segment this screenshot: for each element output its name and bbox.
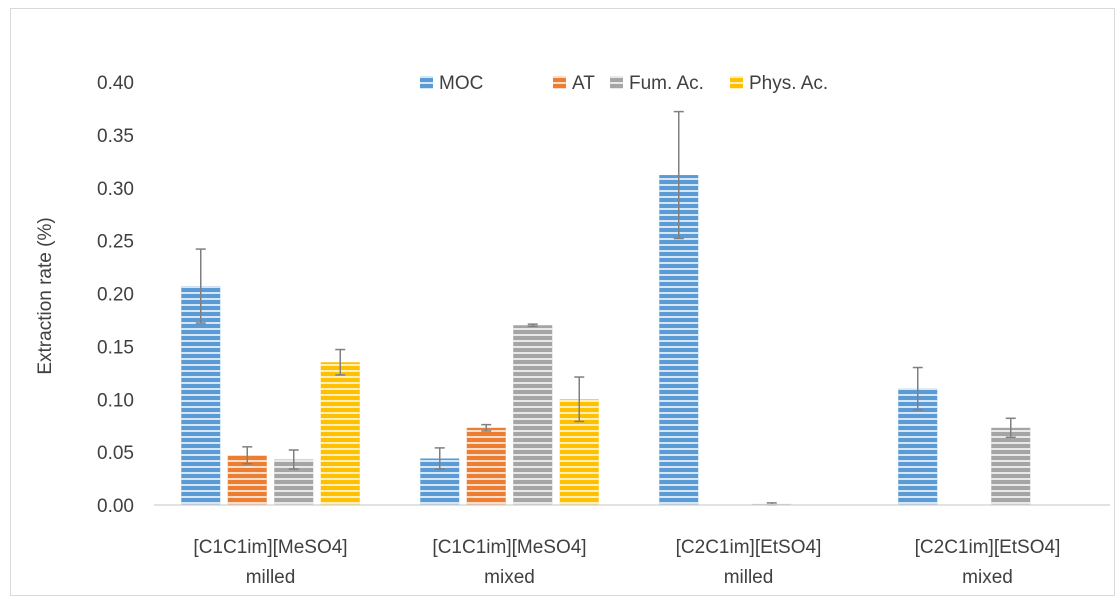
y-tick-label: 0.25 <box>97 232 134 253</box>
error-bars <box>195 110 1016 506</box>
bar-stripe-overlay <box>466 427 506 505</box>
x-tick-label: [C2C1im][EtSO4] <box>915 537 1061 558</box>
y-tick-label: 0.40 <box>97 73 134 94</box>
legend-swatch-stripes <box>553 76 566 89</box>
y-tick-label: 0.05 <box>97 443 134 464</box>
bar-stripe-overlay <box>513 325 553 505</box>
bars <box>181 175 1031 505</box>
y-tick-label: 0.35 <box>97 126 134 147</box>
legend-swatch-stripes <box>610 76 623 89</box>
y-tick-label: 0.20 <box>97 285 134 306</box>
y-axis-title: Extraction rate (%) <box>35 217 56 374</box>
legend-label: AT <box>572 73 595 94</box>
x-tick-label: milled <box>724 567 774 588</box>
legend-swatch-stripes <box>420 76 433 89</box>
bar-stripe-overlay <box>320 362 360 505</box>
y-tick-label: 0.30 <box>97 179 134 200</box>
x-tick-label: milled <box>246 567 296 588</box>
legend: MOC AT Fum. Ac. Phys. Ac. <box>420 73 828 94</box>
y-axis: 0.00 0.05 0.10 0.15 0.20 0.25 0.30 0.35 0.40 <box>97 73 134 517</box>
x-tick-label: [C2C1im][EtSO4] <box>676 537 822 558</box>
y-tick-label: 0.00 <box>97 496 134 517</box>
x-tick-label: [C1C1im][MeSO4] <box>193 537 347 558</box>
y-tick-label: 0.15 <box>97 337 134 358</box>
legend-label: Phys. Ac. <box>749 73 828 94</box>
x-tick-label: mixed <box>962 567 1013 588</box>
legend-label: Fum. Ac. <box>629 73 704 94</box>
y-tick-label: 0.10 <box>97 390 134 411</box>
legend-swatch-stripes <box>730 76 743 89</box>
x-tick-label: [C1C1im][MeSO4] <box>432 537 586 558</box>
bar-stripe-overlay <box>991 427 1031 505</box>
x-axis-labels: [C1C1im][MeSO4] milled [C1C1im][MeSO4] mixe… <box>193 537 1060 588</box>
x-tick-label: mixed <box>484 567 535 588</box>
legend-label: MOC <box>439 73 483 94</box>
